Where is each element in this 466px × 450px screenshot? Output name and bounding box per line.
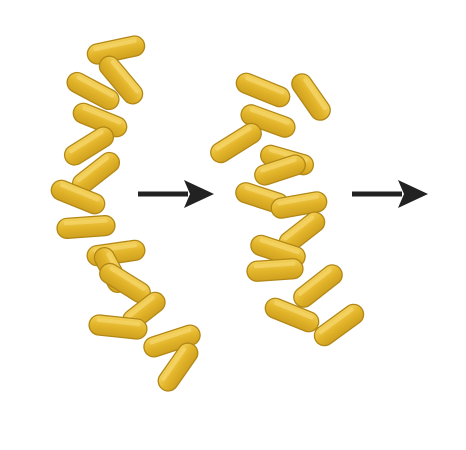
bacillus-rod-icon-2-14: [313, 303, 365, 347]
bacillus-rod-icon-2-8: [270, 191, 328, 219]
rod-body: [235, 72, 291, 108]
bacillus-rod-icon-2-13: [264, 297, 320, 333]
rod-body: [66, 71, 120, 111]
rod-highlight: [161, 347, 187, 381]
rod-highlight: [127, 295, 155, 319]
rod-body: [264, 297, 320, 333]
arrows-group: [138, 180, 428, 208]
rod-highlight: [297, 268, 332, 296]
right-arrow-icon: [184, 180, 214, 208]
rod-highlight: [93, 38, 137, 52]
arrow-shaft: [138, 191, 188, 197]
bacillus-rod-icon-2-1: [235, 72, 291, 108]
bacillus-rod-icon-1-15: [157, 342, 199, 392]
rod-highlight: [274, 301, 314, 320]
rod-highlight: [249, 107, 290, 125]
rod-body: [313, 303, 365, 347]
bacillus-rod-icon-2-12: [293, 264, 343, 308]
rod-body: [291, 73, 331, 121]
bacillus-rod-icon-2-2: [291, 73, 331, 121]
bacillus-rod-icon-1-14: [143, 324, 201, 358]
bacillus-rod-icon-1-1: [86, 35, 146, 65]
rod-highlight: [283, 215, 315, 241]
right-arrow-icon: [398, 180, 428, 208]
rod-highlight: [82, 106, 122, 125]
rod-highlight: [76, 155, 110, 183]
rod-cluster-after: [210, 72, 365, 347]
rod-body: [157, 342, 199, 392]
process-arrow-2: [352, 180, 428, 208]
bacillus-rod-icon-2-11: [246, 258, 304, 282]
bacillus-rod-icon-1-7: [50, 179, 106, 215]
rod-highlight: [259, 238, 300, 255]
bacillus-rod-icon-1-8: [56, 215, 116, 239]
bacillus-rod-icon-1-6: [71, 151, 121, 195]
rod-highlight: [69, 130, 104, 154]
rod-body: [98, 55, 144, 105]
bacillus-rod-icon-1-5: [63, 126, 115, 166]
rod-highlight: [149, 328, 192, 345]
bacillus-rod-icon-1-2: [98, 55, 144, 105]
rod-highlight: [244, 185, 283, 201]
bacillus-rod-icon-2-3: [240, 104, 296, 138]
bacillus-rod-icon-1-13: [88, 314, 148, 340]
rod-highlight: [260, 157, 297, 173]
rod-highlight: [253, 261, 296, 269]
rod-highlight: [303, 78, 327, 111]
rod-highlight: [245, 76, 285, 95]
rod-highlight: [60, 183, 100, 202]
rod-body: [293, 264, 343, 308]
rod-highlight: [109, 266, 146, 291]
arrow-shaft: [352, 191, 402, 197]
rod-body: [50, 179, 106, 215]
rod-highlight: [277, 194, 319, 206]
bacillus-rod-icon-2-4: [210, 122, 262, 164]
rod-body: [246, 258, 304, 282]
bacillus-rod-icon-2-6: [254, 154, 306, 186]
rod-highlight: [76, 75, 115, 98]
process-arrow-1: [138, 180, 214, 208]
rod-highlight: [63, 218, 108, 226]
bacillus-rod-icon-1-3: [66, 71, 120, 111]
rod-body: [63, 126, 115, 166]
rod-highlight: [318, 307, 354, 335]
rod-highlight: [96, 317, 141, 327]
rod-highlight: [215, 126, 252, 151]
rod-body: [210, 122, 262, 164]
rod-highlight: [110, 60, 140, 94]
rod-cluster-before: [50, 35, 201, 392]
rod-body: [56, 215, 116, 239]
rod-body: [240, 104, 296, 138]
